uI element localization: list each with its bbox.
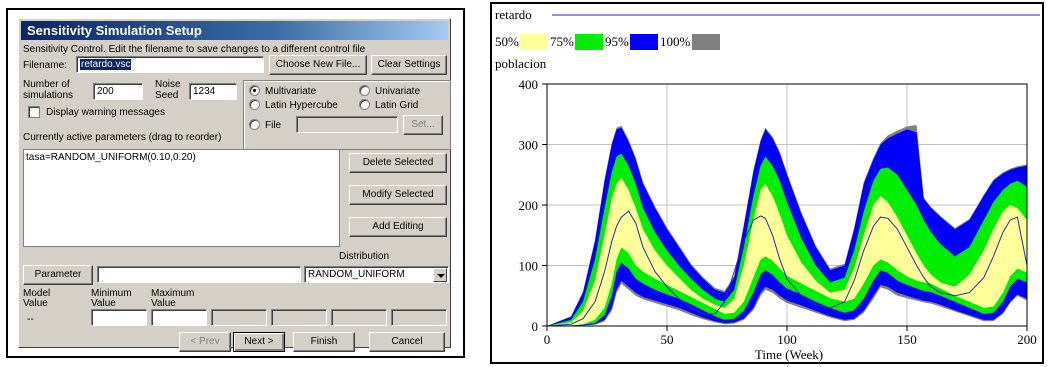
distribution-value: RANDOM_UNIFORM — [308, 269, 405, 280]
num-simulations-input[interactable]: 200 — [93, 83, 143, 100]
distribution-label: Distribution — [339, 251, 390, 262]
filename-value: retardo.vsc — [80, 59, 132, 70]
delete-selected-button[interactable]: Delete Selected — [349, 153, 447, 173]
legend-swatch-2 — [630, 34, 658, 50]
x-tick-label-2: 100 — [777, 332, 797, 347]
control-description: Sensitivity Control. Edit the filename t… — [23, 44, 366, 55]
dialog-frame: Sensitivity Simulation Setup Sensitivity… — [6, 8, 465, 358]
file-set-button[interactable]: Set... — [403, 115, 443, 135]
chart-title: retardo — [495, 7, 532, 22]
model-value-label-1: Model — [23, 288, 51, 299]
y-tick-label-0: 0 — [532, 319, 539, 334]
active-params-list[interactable]: tasa=RANDOM_UNIFORM(0.10,0.20) — [23, 149, 340, 247]
add-editing-button[interactable]: Add Editing — [349, 217, 447, 237]
chevron-down-icon[interactable] — [433, 268, 447, 282]
min-value-input[interactable] — [91, 309, 147, 326]
choose-new-file-button[interactable]: Choose New File... — [269, 55, 367, 75]
filename-input[interactable]: retardo.vsc — [76, 56, 264, 73]
parameter-input[interactable] — [97, 266, 301, 283]
parameter-button[interactable]: Parameter — [23, 265, 93, 285]
model-value-label-2: Value — [23, 298, 48, 309]
noise-seed-label-2: Seed — [155, 90, 179, 101]
prev-button[interactable]: < Prev — [179, 332, 231, 352]
warning-label: Display warning messages — [46, 107, 165, 118]
legend-label-3: 100% — [660, 34, 691, 49]
chart-frame: retardo 50% 75% 95% 100% poblacion 0 50 100 15… — [490, 2, 1044, 364]
y-tick-label-3: 300 — [519, 138, 539, 153]
max-value-input[interactable] — [151, 309, 207, 326]
radio-univariate-label: Univariate — [375, 86, 421, 97]
num-simulations-label-1: Number of — [23, 79, 70, 90]
x-tick-label-3: 150 — [897, 332, 917, 347]
radio-latin-hypercube-label: Latin Hypercube — [265, 100, 338, 111]
legend-label-1: 75% — [550, 34, 574, 49]
modify-selected-button[interactable]: Modify Selected — [349, 185, 447, 205]
min-value-label-1: Minimum — [91, 288, 132, 299]
num-simulations-label-2: simulations — [23, 90, 74, 101]
legend: 50% 75% 95% 100% — [495, 34, 720, 50]
radio-multivariate[interactable] — [249, 85, 260, 96]
max-value-label-2: Value — [151, 298, 176, 309]
param-field-6 — [391, 309, 447, 326]
x-tick-label-4: 200 — [1017, 332, 1037, 347]
param-field-3 — [211, 309, 267, 326]
y-axis-label: poblacion — [495, 56, 547, 71]
file-path-input[interactable] — [296, 116, 398, 133]
y-tick-label-4: 400 — [519, 77, 539, 92]
legend-label-0: 50% — [495, 34, 519, 49]
sensitivity-chart: retardo 50% 75% 95% 100% poblacion 0 50 100 15… — [495, 7, 1040, 362]
cancel-button[interactable]: Cancel — [369, 332, 445, 352]
mean-line — [546, 210, 1028, 327]
finish-button[interactable]: Finish — [293, 332, 355, 352]
max-value-label-1: Maximum — [151, 288, 195, 299]
radio-file[interactable] — [249, 119, 260, 130]
radio-univariate[interactable] — [359, 85, 370, 96]
band-50pct — [547, 177, 1027, 326]
legend-label-2: 95% — [605, 34, 629, 49]
legend-swatch-1 — [575, 34, 603, 50]
y-tick-label-2: 200 — [519, 198, 539, 213]
filename-label: Filename: — [23, 60, 67, 71]
y-tick-label-1: 100 — [519, 259, 539, 274]
dialog-title: Sensitivity Simulation Setup — [21, 21, 448, 40]
radio-multivariate-label: Multivariate — [265, 86, 317, 97]
min-value-label-2: Value — [91, 298, 116, 309]
distribution-select[interactable]: RANDOM_UNIFORM — [304, 266, 449, 283]
param-field-4 — [271, 309, 327, 326]
x-axis-label: Time (Week) — [755, 347, 823, 362]
radio-latin-grid-label: Latin Grid — [375, 100, 419, 111]
sensitivity-dialog: Sensitivity Simulation Setup Sensitivity… — [18, 18, 451, 352]
next-button[interactable]: Next > — [233, 332, 285, 352]
list-item[interactable]: tasa=RANDOM_UNIFORM(0.10,0.20) — [26, 152, 196, 163]
legend-swatch-0 — [520, 34, 548, 50]
active-params-label: Currently active parameters (drag to reo… — [23, 132, 222, 143]
radio-latin-hypercube[interactable] — [249, 99, 260, 110]
param-field-5 — [331, 309, 387, 326]
legend-swatch-3 — [692, 34, 720, 50]
method-groupbox — [243, 80, 451, 150]
plot-area: 0 50 100 150 200 0 100 200 300 400 — [519, 77, 1037, 347]
radio-latin-grid[interactable] — [359, 99, 370, 110]
noise-seed-label-1: Noise — [155, 79, 181, 90]
noise-seed-input[interactable]: 1234 — [189, 83, 237, 100]
x-tick-label-1: 50 — [661, 332, 674, 347]
warning-checkbox[interactable] — [28, 106, 40, 118]
clear-settings-button[interactable]: Clear Settings — [371, 55, 447, 75]
model-value: -- — [27, 314, 34, 325]
x-tick-label-0: 0 — [544, 332, 551, 347]
radio-file-label: File — [265, 120, 282, 131]
